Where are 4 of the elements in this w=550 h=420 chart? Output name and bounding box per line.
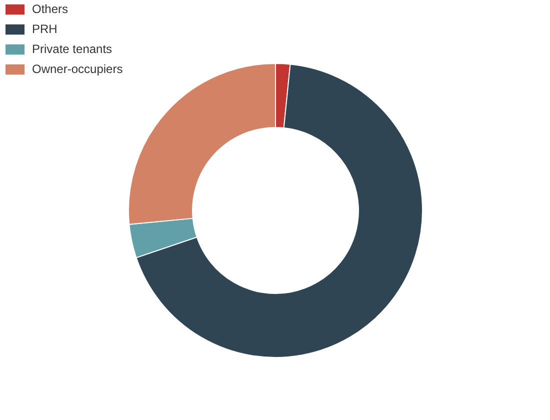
legend-label: Owner-occupiers — [32, 62, 123, 76]
legend-label: Private tenants — [32, 42, 112, 56]
legend-label: PRH — [32, 22, 58, 36]
legend-label: Others — [32, 2, 68, 16]
